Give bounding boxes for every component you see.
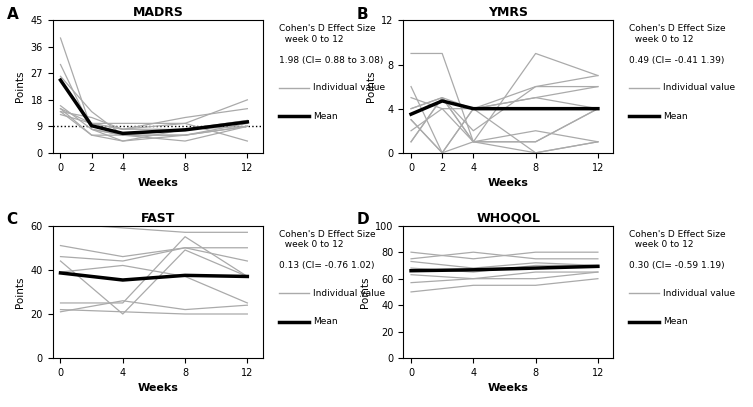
- Title: MADRS: MADRS: [133, 6, 183, 19]
- Title: WHOQOL: WHOQOL: [477, 212, 541, 225]
- X-axis label: Weeks: Weeks: [137, 178, 178, 188]
- Y-axis label: Points: Points: [15, 276, 25, 308]
- X-axis label: Weeks: Weeks: [488, 178, 529, 188]
- Text: Individual value: Individual value: [663, 83, 736, 92]
- X-axis label: Weeks: Weeks: [137, 383, 178, 394]
- Title: YMRS: YMRS: [489, 6, 529, 19]
- Text: A: A: [7, 7, 18, 22]
- Title: FAST: FAST: [141, 212, 175, 225]
- Text: B: B: [357, 7, 369, 22]
- Text: D: D: [357, 212, 370, 228]
- Text: Cohen's D Effect Size
  week 0 to 12

1.98 (CI= 0.88 to 3.08): Cohen's D Effect Size week 0 to 12 1.98 …: [279, 24, 383, 65]
- X-axis label: Weeks: Weeks: [488, 383, 529, 394]
- Y-axis label: Points: Points: [366, 71, 376, 102]
- Text: Individual value: Individual value: [663, 289, 736, 298]
- Text: C: C: [7, 212, 17, 228]
- Text: Individual value: Individual value: [312, 289, 385, 298]
- Y-axis label: Points: Points: [15, 71, 25, 102]
- Text: Mean: Mean: [663, 112, 687, 121]
- Text: Mean: Mean: [663, 317, 687, 326]
- Text: Cohen's D Effect Size
  week 0 to 12

0.13 (CI= -0.76 1.02): Cohen's D Effect Size week 0 to 12 0.13 …: [279, 230, 376, 270]
- Text: Individual value: Individual value: [312, 83, 385, 92]
- Y-axis label: Points: Points: [360, 276, 370, 308]
- Text: Cohen's D Effect Size
  week 0 to 12

0.49 (CI= -0.41 1.39): Cohen's D Effect Size week 0 to 12 0.49 …: [630, 24, 726, 65]
- Text: Mean: Mean: [312, 317, 337, 326]
- Text: Mean: Mean: [312, 112, 337, 121]
- Text: Cohen's D Effect Size
  week 0 to 12

0.30 (CI= -0.59 1.19): Cohen's D Effect Size week 0 to 12 0.30 …: [630, 230, 726, 270]
